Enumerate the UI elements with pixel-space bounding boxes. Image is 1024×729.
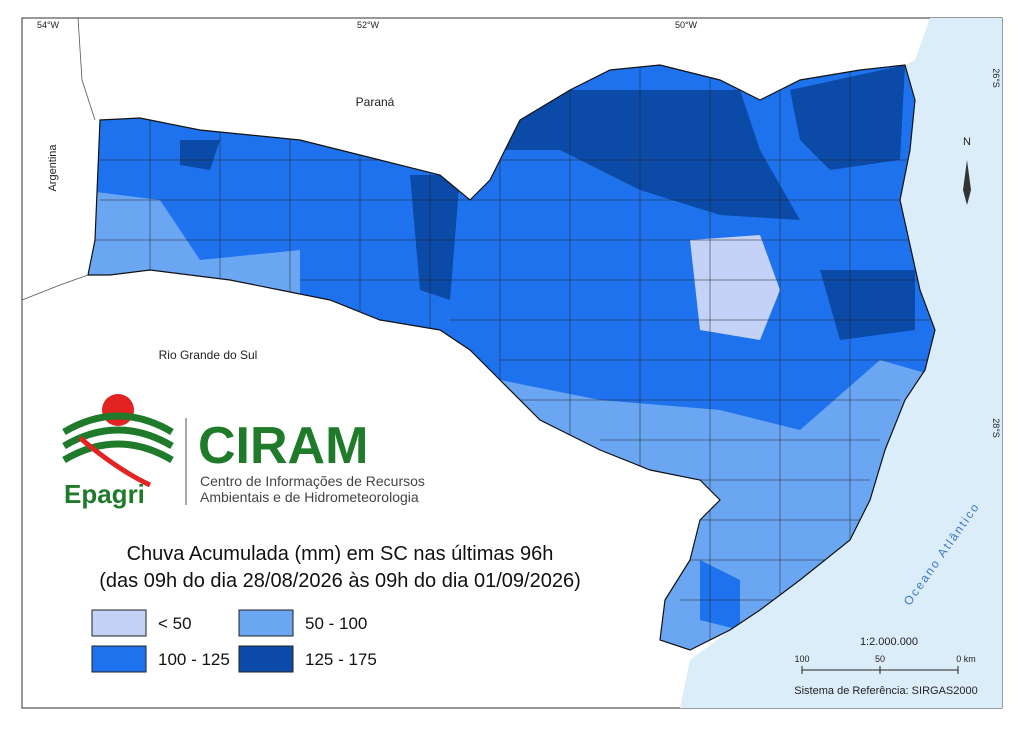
scale-label: 50 bbox=[875, 654, 885, 664]
scale-bar: 100 50 0 km bbox=[794, 654, 976, 674]
north-arrow bbox=[963, 160, 971, 205]
latitude-label: 28°S bbox=[991, 418, 1001, 438]
legend-title: (das 09h do dia 28/08/2026 às 09h do dia… bbox=[99, 570, 581, 592]
place-label: Paraná bbox=[356, 95, 395, 109]
longitude-label: 54°W bbox=[37, 20, 60, 30]
legend-label: 125 - 175 bbox=[305, 650, 377, 669]
legend-swatch bbox=[238, 645, 294, 673]
logo-subtitle: Ambientais e de Hidrometeorologia bbox=[200, 489, 419, 505]
logo: Epagri CIRAM Centro de Informações de Re… bbox=[62, 394, 425, 509]
reference-system: Sistema de Referência: SIRGAS2000 bbox=[794, 685, 977, 697]
logo-field bbox=[62, 412, 174, 464]
place-label: Rio Grande do Sul bbox=[159, 348, 258, 362]
logo-subtitle: Centro de Informações de Recursos bbox=[200, 473, 425, 489]
north-label: N bbox=[963, 136, 971, 148]
municipal-borders bbox=[90, 65, 930, 650]
legend: < 50 100 - 125 50 - 100 125 - 175 bbox=[91, 609, 377, 673]
logo-brand: Epagri bbox=[64, 479, 145, 509]
logo-sun bbox=[102, 394, 134, 426]
latitude-label: 26°S bbox=[991, 68, 1001, 88]
logo-stripe bbox=[78, 436, 152, 488]
logo-name: CIRAM bbox=[198, 417, 368, 475]
longitude-label: 50°W bbox=[675, 20, 698, 30]
scale-label: 100 bbox=[794, 654, 809, 664]
legend-swatch bbox=[91, 645, 147, 673]
legend-swatch bbox=[91, 609, 147, 637]
legend-swatch bbox=[238, 609, 294, 637]
legend-label: 100 - 125 bbox=[158, 650, 230, 669]
place-label: Argentina bbox=[47, 144, 59, 192]
scale-label: 0 km bbox=[956, 654, 976, 664]
ocean bbox=[680, 18, 1002, 708]
scale-ratio: 1:2.000.000 bbox=[860, 636, 918, 648]
legend-label: < 50 bbox=[158, 614, 192, 633]
legend-label: 50 - 100 bbox=[305, 614, 367, 633]
legend-title: Chuva Acumulada (mm) em SC nas últimas 9… bbox=[127, 543, 554, 565]
longitude-label: 52°W bbox=[357, 20, 380, 30]
